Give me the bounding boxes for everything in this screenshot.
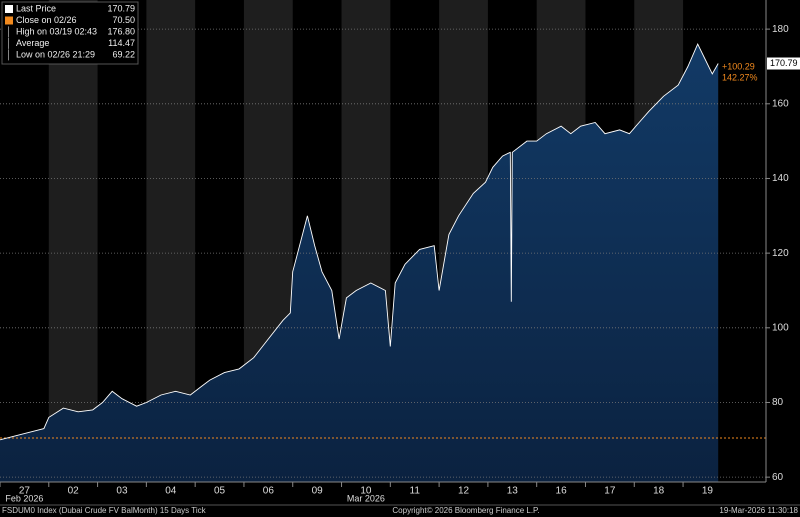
footer-right: 19-Mar-2026 11:30:18 bbox=[719, 506, 798, 515]
legend-label: Last Price bbox=[16, 3, 56, 13]
x-tick-label: 17 bbox=[604, 486, 616, 497]
footer-left: FSDUM0 Index (Dubai Crude FV BalMonth) 1… bbox=[2, 506, 207, 515]
legend-swatch bbox=[5, 16, 13, 25]
last-price-label: 170.79 bbox=[770, 58, 798, 68]
legend-glyph: │ bbox=[6, 48, 12, 60]
y-tick-label: 140 bbox=[772, 173, 789, 184]
legend-label: High on 03/19 02:43 bbox=[16, 26, 97, 36]
x-tick-label: 18 bbox=[653, 486, 665, 497]
x-tick-label: 04 bbox=[165, 486, 177, 497]
y-tick-label: 80 bbox=[772, 397, 784, 408]
legend-value: 170.79 bbox=[107, 3, 135, 13]
x-tick-label: 12 bbox=[458, 486, 470, 497]
price-line bbox=[0, 43, 719, 441]
x-tick-label: 16 bbox=[556, 486, 568, 497]
legend-value: 69.22 bbox=[112, 49, 135, 59]
change-annotation: +100.29 bbox=[722, 61, 755, 71]
x-tick-label: 13 bbox=[507, 486, 519, 497]
legend-label: Close on 02/26 bbox=[16, 15, 77, 25]
footer-center: Copyright© 2026 Bloomberg Finance L.P. bbox=[392, 506, 539, 515]
y-tick-label: 60 bbox=[772, 472, 784, 483]
x-tick-label: 09 bbox=[312, 486, 324, 497]
x-tick-label: 10 bbox=[360, 486, 372, 497]
legend-box bbox=[1, 1, 139, 65]
x-tick-label: 27 bbox=[19, 486, 31, 497]
day-band bbox=[48, 0, 98, 482]
x-tick-label: 19 bbox=[702, 486, 714, 497]
y-tick-label: 100 bbox=[772, 322, 789, 333]
legend-value: 70.50 bbox=[112, 15, 135, 25]
legend-label: Low on 02/26 21:29 bbox=[16, 49, 95, 59]
legend-value: 176.80 bbox=[107, 26, 135, 36]
change-pct-annotation: 142.27% bbox=[722, 72, 758, 82]
x-group-label: Feb 2026 bbox=[5, 493, 43, 503]
x-group-label: Mar 2026 bbox=[347, 493, 385, 503]
x-tick-label: 03 bbox=[116, 486, 128, 497]
legend-value: 114.47 bbox=[108, 38, 135, 48]
x-tick-label: 02 bbox=[68, 486, 80, 497]
y-tick-label: 160 bbox=[772, 98, 789, 109]
last-price-box bbox=[767, 57, 800, 70]
price-area bbox=[0, 44, 719, 482]
x-tick-label: 11 bbox=[410, 486, 421, 497]
x-tick-label: 06 bbox=[263, 486, 275, 497]
x-tick-label: 05 bbox=[214, 486, 226, 497]
legend-glyph: │ bbox=[6, 37, 12, 49]
y-tick-label: 120 bbox=[772, 248, 789, 259]
legend-swatch bbox=[5, 5, 13, 13]
y-tick-label: 180 bbox=[772, 24, 789, 35]
legend-label: Average bbox=[16, 38, 49, 48]
legend-glyph: │ bbox=[6, 25, 12, 37]
